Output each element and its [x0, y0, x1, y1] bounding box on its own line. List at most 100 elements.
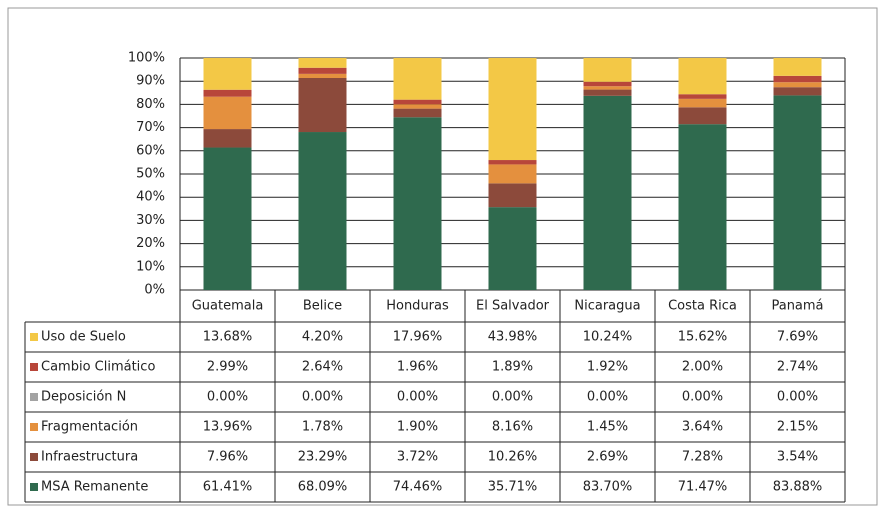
y-tick-label: 60% [136, 143, 165, 158]
bar-segment [678, 94, 727, 99]
bar-segment [583, 89, 632, 96]
table-value: 61.41% [203, 480, 253, 495]
y-tick-label: 100% [128, 51, 165, 66]
y-tick-label: 10% [136, 259, 165, 274]
table-value: 83.88% [773, 480, 823, 495]
bar-segment [488, 164, 537, 184]
y-tick-label: 90% [136, 74, 165, 89]
table-value: 3.72% [397, 450, 438, 465]
table-value: 2.69% [587, 450, 628, 465]
table-value: 83.70% [583, 480, 633, 495]
table-value: 43.98% [488, 330, 538, 345]
table-value: 2.74% [777, 360, 818, 375]
bar-segment [583, 86, 632, 90]
table-value: 71.47% [678, 480, 728, 495]
bar-segment [203, 147, 252, 290]
legend-swatch [30, 363, 38, 371]
table-value: 35.71% [488, 480, 538, 495]
bar-segment [773, 95, 822, 290]
table-value: 15.62% [678, 330, 728, 345]
table-value: 4.20% [302, 330, 343, 345]
x-tick-label: Belice [303, 299, 342, 314]
y-tick-label: 50% [136, 167, 165, 182]
table-value: 3.54% [777, 450, 818, 465]
table-value: 1.89% [492, 360, 533, 375]
table-value: 68.09% [298, 480, 348, 495]
table-value: 0.00% [397, 390, 438, 405]
bar-segment [393, 108, 442, 118]
legend-swatch [30, 393, 38, 401]
legend-label: Fragmentación [41, 420, 138, 435]
x-tick-label: Honduras [386, 299, 449, 314]
bar-segment [298, 77, 347, 133]
table-value: 7.69% [777, 330, 818, 345]
x-tick-label: Costa Rica [668, 299, 737, 314]
legend-label: Cambio Climático [41, 360, 155, 375]
table-value: 1.96% [397, 360, 438, 375]
table-value: 1.92% [587, 360, 628, 375]
table-value: 23.29% [298, 450, 348, 465]
bar-segment [203, 89, 252, 97]
bar-segment [203, 129, 252, 148]
bar-segment [393, 58, 442, 100]
table-value: 7.96% [207, 450, 248, 465]
bar-segment [583, 81, 632, 87]
bar-segment [488, 160, 537, 165]
bar-segment [203, 96, 252, 130]
x-tick-label: Guatemala [192, 299, 264, 314]
legend-swatch [30, 483, 38, 491]
bar-segment [393, 117, 442, 290]
bar-segment [773, 87, 822, 96]
table-value: 2.00% [682, 360, 723, 375]
x-tick-label: El Salvador [476, 299, 550, 314]
y-tick-label: 80% [136, 97, 165, 112]
table-value: 1.45% [587, 420, 628, 435]
bar-segment [203, 58, 252, 90]
bar-segment [298, 73, 347, 78]
legend-label: Uso de Suelo [41, 330, 126, 345]
table-value: 10.26% [488, 450, 538, 465]
table-value: 0.00% [682, 390, 723, 405]
table-value: 0.00% [302, 390, 343, 405]
legend-swatch [30, 423, 38, 431]
table-value: 0.00% [587, 390, 628, 405]
table-value: 7.28% [682, 450, 723, 465]
table-value: 17.96% [393, 330, 443, 345]
y-tick-label: 0% [144, 283, 165, 298]
bar-segment [678, 98, 727, 108]
bar-segment [678, 107, 727, 125]
table-value: 13.68% [203, 330, 253, 345]
bar-segment [488, 183, 537, 208]
bar-segment [583, 58, 632, 82]
bar-segment [773, 75, 822, 83]
bar-segment [393, 99, 442, 105]
table-value: 13.96% [203, 420, 253, 435]
bar-segment [488, 207, 537, 290]
legend-label: Deposición N [41, 390, 126, 405]
legend-label: MSA Remanente [41, 480, 148, 495]
table-value: 1.78% [302, 420, 343, 435]
bar-segment [488, 58, 537, 161]
table-value: 10.24% [583, 330, 633, 345]
table-value: 0.00% [777, 390, 818, 405]
bar-segment [298, 67, 347, 74]
table-value: 2.99% [207, 360, 248, 375]
x-tick-label: Panamá [771, 299, 823, 314]
table-value: 0.00% [207, 390, 248, 405]
legend-label: Infraestructura [41, 450, 138, 465]
bar-segment [773, 58, 822, 76]
table-value: 1.90% [397, 420, 438, 435]
table-value: 2.15% [777, 420, 818, 435]
bar-segment [298, 58, 347, 68]
y-tick-label: 70% [136, 120, 165, 135]
table-value: 0.00% [492, 390, 533, 405]
table-value: 74.46% [393, 480, 443, 495]
y-tick-label: 30% [136, 213, 165, 228]
legend-swatch [30, 453, 38, 461]
x-tick-label: Nicaragua [574, 299, 640, 314]
y-tick-label: 40% [136, 190, 165, 205]
table-value: 8.16% [492, 420, 533, 435]
bar-segment [393, 104, 442, 109]
table-value: 2.64% [302, 360, 343, 375]
